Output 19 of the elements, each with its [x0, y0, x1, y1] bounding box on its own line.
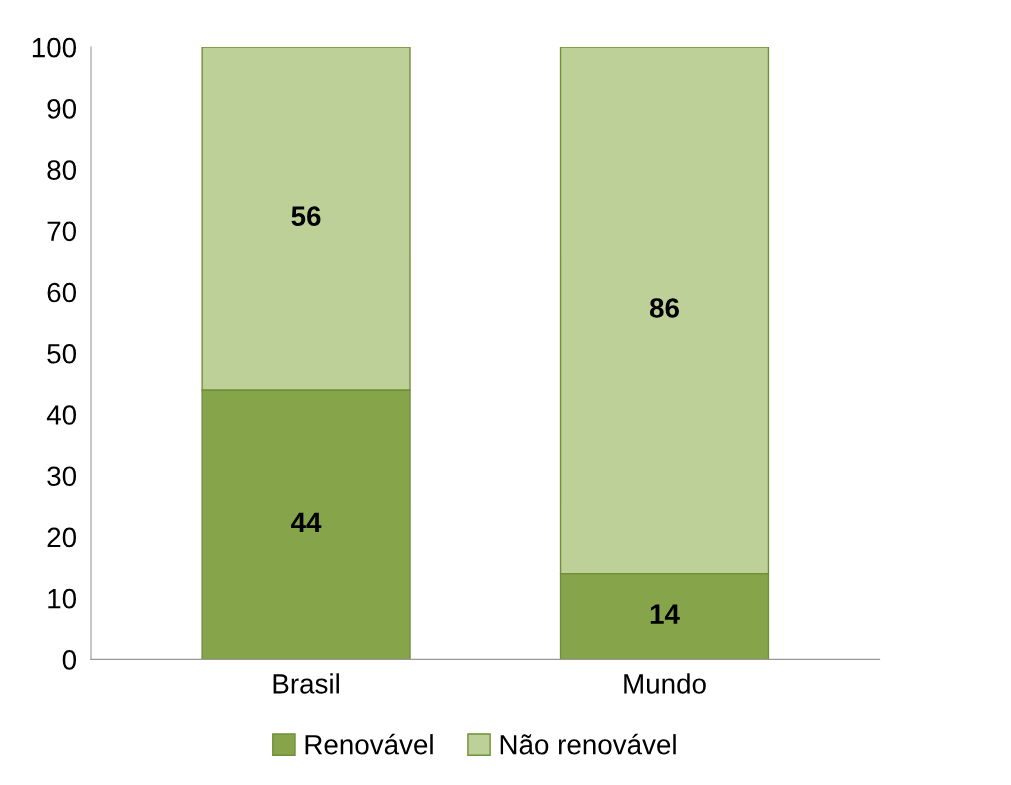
y-tick-label: 20 [47, 527, 77, 548]
legend-label: Renovável [305, 733, 433, 755]
data-label: 86 [649, 298, 679, 318]
y-tick-label: 10 [48, 588, 77, 609]
y-tick-label: 70 [47, 221, 77, 242]
data-label: 14 [650, 604, 680, 624]
y-tick-label: 80 [47, 160, 77, 180]
data-label: 44 [291, 512, 322, 532]
y-tick-label: 40 [46, 405, 77, 425]
y-tick-label: 100 [32, 37, 77, 58]
y-tick-label: 0 [62, 650, 77, 670]
y-tick-label: 90 [47, 99, 77, 119]
x-tick-label: Mundo [624, 673, 706, 694]
data-label: 56 [291, 206, 321, 226]
y-tick-label: 60 [47, 282, 77, 303]
y-tick-label: 50 [47, 343, 77, 364]
legend-label: Não renovável [500, 733, 676, 755]
x-tick-label: Brasil [273, 673, 339, 694]
y-tick-label: 30 [47, 466, 77, 487]
